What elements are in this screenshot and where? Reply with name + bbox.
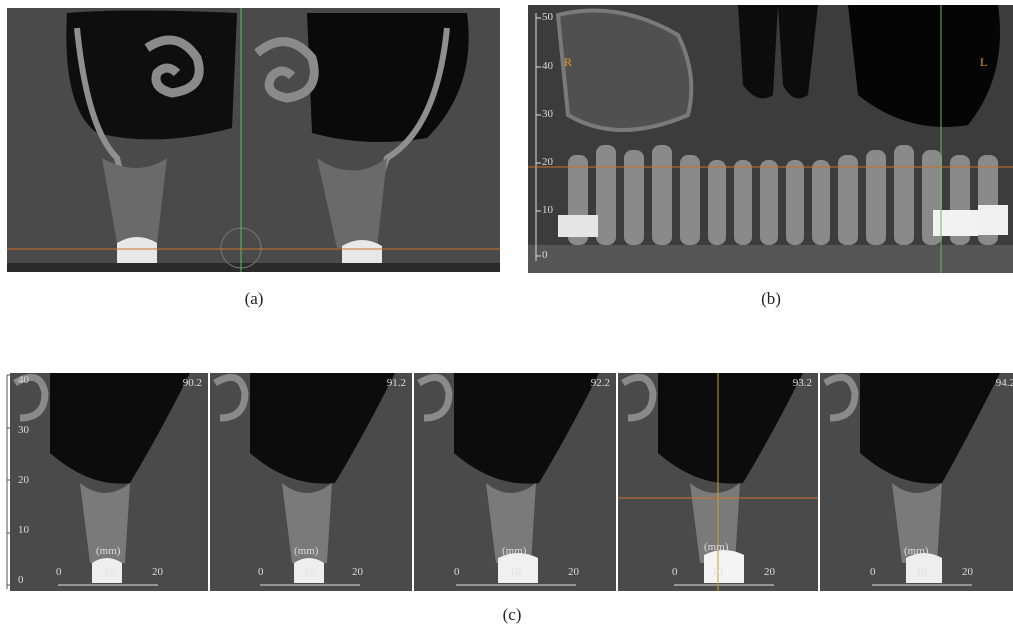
unit-label: (mm) xyxy=(502,545,527,557)
scale-c-ticks xyxy=(6,374,10,589)
unit-label: (mm) xyxy=(704,541,729,553)
side-label-right: L xyxy=(980,55,988,69)
ruler-tick: 20 xyxy=(152,566,163,578)
ruler-tick: 0 xyxy=(672,566,678,578)
scale-tick: 20 xyxy=(542,156,553,168)
scale-tick: 40 xyxy=(18,374,29,386)
unit-label: (mm) xyxy=(294,545,319,557)
scale-tick: 30 xyxy=(542,108,553,120)
ruler-tick: 20 xyxy=(962,566,973,578)
unit-label: (mm) xyxy=(96,545,121,557)
ct-image-a xyxy=(7,8,500,272)
ruler-tick: 20 xyxy=(568,566,579,578)
slice-image xyxy=(10,373,208,591)
slice-panel: 91.2 (mm) 0 10 20 xyxy=(210,373,412,591)
ct-panel-a xyxy=(7,8,500,272)
ruler-tick: 0 xyxy=(454,566,460,578)
slice-label: 93.2 xyxy=(792,377,812,389)
slice-image xyxy=(618,373,818,591)
slice-panel: 94.2 (mm) 0 10 20 xyxy=(820,373,1013,591)
ruler-tick: 10 xyxy=(304,566,315,578)
caption-a: (a) xyxy=(244,289,264,308)
ct-panel-b: R L 50 40 30 20 10 0 xyxy=(528,5,1013,273)
ruler-tick: 0 xyxy=(258,566,264,578)
slice-label: 92.2 xyxy=(590,377,610,389)
scale-tick: 10 xyxy=(542,204,553,216)
ruler-tick: 20 xyxy=(352,566,363,578)
scale-c xyxy=(4,373,10,591)
ruler-tick: 0 xyxy=(56,566,62,578)
slice-panel: 93.2 (mm) 0 10 20 xyxy=(618,373,818,591)
scale-tick: 0 xyxy=(542,249,548,261)
ruler-tick: 10 xyxy=(712,566,723,578)
slice-panel: 92.2 (mm) 0 10 20 xyxy=(414,373,616,591)
scale-tick: 20 xyxy=(18,474,29,486)
ct-image-b xyxy=(528,5,1013,273)
scale-tick: 0 xyxy=(18,574,24,586)
slice-panel: 90.2 (mm) 0 10 20 xyxy=(10,373,208,591)
ruler-tick: 10 xyxy=(916,566,927,578)
side-label-left: R xyxy=(564,55,573,69)
slice-image xyxy=(414,373,616,591)
scale-tick: 50 xyxy=(542,11,553,23)
ruler-tick: 10 xyxy=(510,566,521,578)
unit-label: (mm) xyxy=(904,545,929,557)
slice-label: 94.2 xyxy=(995,377,1013,389)
scale-tick: 30 xyxy=(18,424,29,436)
caption-c: (c) xyxy=(502,605,522,624)
scale-tick: 40 xyxy=(542,60,553,72)
scale-tick: 10 xyxy=(18,524,29,536)
slice-image xyxy=(210,373,412,591)
slice-label: 90.2 xyxy=(182,377,202,389)
caption-b: (b) xyxy=(761,289,781,308)
ruler-tick: 20 xyxy=(764,566,775,578)
slice-image xyxy=(820,373,1013,591)
ruler-tick: 0 xyxy=(870,566,876,578)
slice-label: 91.2 xyxy=(386,377,406,389)
ruler-tick: 10 xyxy=(104,566,115,578)
